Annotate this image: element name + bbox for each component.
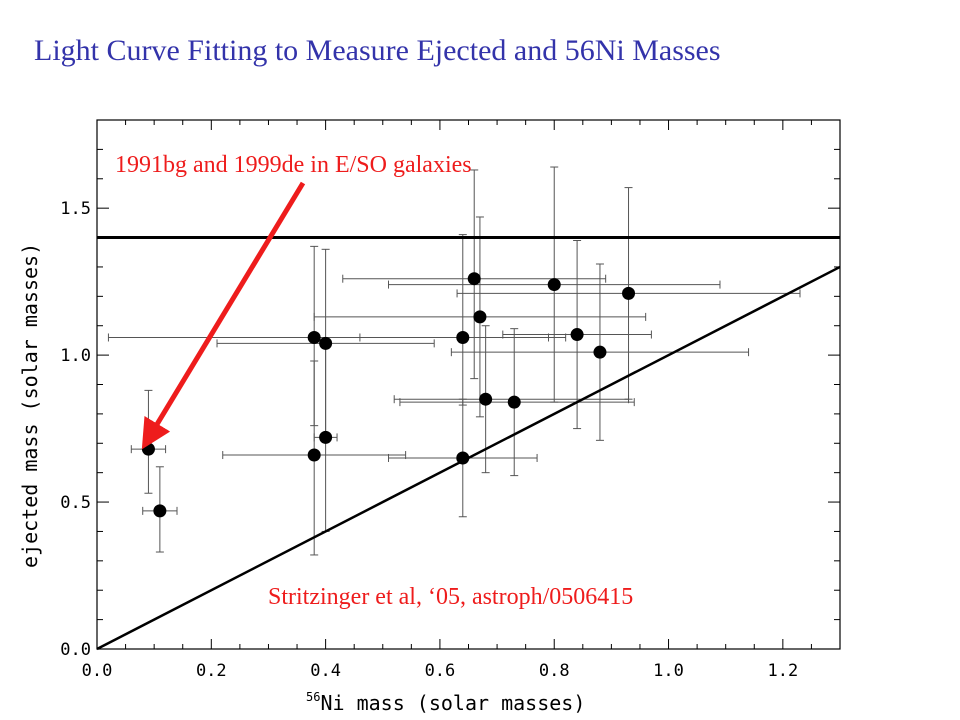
data-point xyxy=(479,392,493,406)
x-tick-label: 1.2 xyxy=(767,661,798,681)
data-point xyxy=(153,504,167,518)
data-point xyxy=(319,336,333,350)
data-point xyxy=(307,330,321,344)
y-tick-label: 1.5 xyxy=(60,199,91,219)
error-bars xyxy=(107,166,801,556)
y-tick-label: 0.0 xyxy=(60,640,91,660)
annotation-citation: Stritzinger et al, ‘05, astroph/0506415 xyxy=(268,584,633,610)
data-point xyxy=(593,345,607,359)
plot-frame xyxy=(96,119,841,650)
data-point xyxy=(622,286,636,300)
y-axis-title: ejected mass (solar masses) xyxy=(18,243,42,568)
x-tick-label: 0.2 xyxy=(196,661,227,681)
data-point xyxy=(456,330,470,344)
y-tick-label: 0.5 xyxy=(60,493,91,513)
error-bar xyxy=(130,389,167,494)
data-point xyxy=(319,430,333,444)
error-bar xyxy=(359,234,567,406)
x-tick-label: 0.0 xyxy=(82,661,113,681)
x-tick-label: 0.4 xyxy=(310,661,341,681)
x-tick-label: 0.8 xyxy=(539,661,570,681)
y-tick-label: 1.0 xyxy=(60,346,91,366)
data-point xyxy=(547,278,561,292)
equality-diagonal-line xyxy=(96,265,841,651)
x-axis-title-superscript: 56 xyxy=(306,690,320,704)
x-tick-label: 0.6 xyxy=(425,661,456,681)
data-point xyxy=(570,328,584,342)
x-axis-title-main: Ni mass (solar masses) xyxy=(320,691,585,715)
x-axis-ticks: 0.0 0.2 0.4 0.6 0.8 1.0 1.2 xyxy=(82,120,841,681)
slide-title: Light Curve Fitting to Measure Ejected a… xyxy=(34,34,721,67)
annotation-low-mass-galaxies: 1991bg and 1999de in E/SO galaxies xyxy=(115,152,472,178)
annotation-arrow xyxy=(141,181,306,450)
x-axis-title: 56Ni mass (solar masses) xyxy=(306,690,585,715)
data-point xyxy=(467,272,481,286)
data-point xyxy=(473,310,487,324)
y-axis-ticks: 0.0 0.5 1.0 1.5 xyxy=(60,119,840,660)
data-point xyxy=(141,442,155,456)
data-points xyxy=(141,272,636,518)
data-point xyxy=(307,448,321,462)
data-point xyxy=(507,395,521,409)
x-tick-label: 1.0 xyxy=(653,661,684,681)
